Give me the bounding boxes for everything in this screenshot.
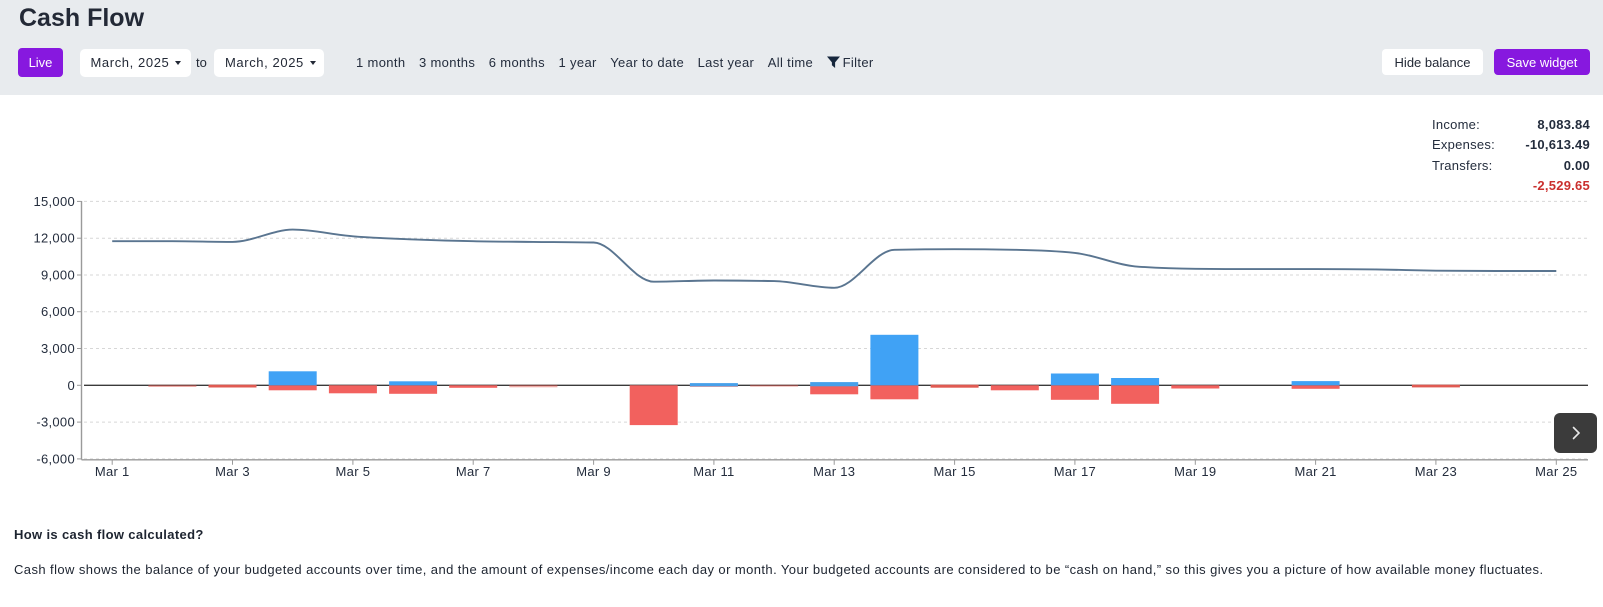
- svg-text:6,000: 6,000: [41, 304, 75, 319]
- svg-text:Mar 15: Mar 15: [933, 464, 975, 479]
- svg-text:15,000: 15,000: [33, 194, 75, 209]
- svg-text:Mar 25: Mar 25: [1535, 464, 1577, 479]
- svg-text:Mar 23: Mar 23: [1415, 464, 1457, 479]
- svg-text:Mar 19: Mar 19: [1174, 464, 1216, 479]
- svg-text:Mar 7: Mar 7: [456, 464, 491, 479]
- svg-text:Mar 21: Mar 21: [1294, 464, 1336, 479]
- svg-text:Mar 13: Mar 13: [813, 464, 855, 479]
- svg-text:Mar 11: Mar 11: [693, 464, 734, 479]
- svg-text:Mar 17: Mar 17: [1054, 464, 1096, 479]
- svg-text:-6,000: -6,000: [36, 451, 75, 466]
- svg-text:3,000: 3,000: [41, 341, 75, 356]
- svg-text:9,000: 9,000: [41, 268, 75, 283]
- svg-text:Mar 5: Mar 5: [336, 464, 371, 479]
- svg-text:Mar 3: Mar 3: [215, 464, 250, 479]
- svg-text:12,000: 12,000: [33, 231, 75, 246]
- svg-text:-3,000: -3,000: [36, 415, 75, 430]
- svg-text:Mar 1: Mar 1: [95, 464, 130, 479]
- svg-text:Mar 9: Mar 9: [576, 464, 611, 479]
- svg-text:0: 0: [67, 378, 75, 393]
